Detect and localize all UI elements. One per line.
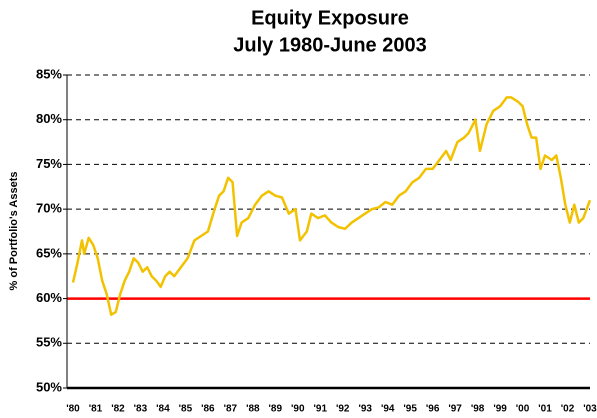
x-tick-label: '85 (179, 404, 193, 415)
x-tick-label: '84 (156, 404, 170, 415)
y-axis-label: % of Portfolio's Assets (8, 172, 20, 291)
y-tick-label: 65% (36, 245, 62, 260)
x-tick-label: '99 (493, 404, 507, 415)
x-tick-label: '02 (561, 404, 575, 415)
y-tick-label: 85% (36, 66, 62, 81)
data-line (71, 96, 592, 316)
x-tick-label: '90 (291, 404, 305, 415)
x-tick-label: '87 (224, 404, 238, 415)
x-tick-label: '91 (314, 404, 328, 415)
x-tick-label: '03 (583, 404, 597, 415)
y-tick-label: 70% (36, 201, 62, 216)
x-tick-label: '88 (246, 404, 260, 415)
x-tick-label: '92 (336, 404, 350, 415)
x-tick-label: '00 (516, 404, 530, 415)
x-tick-label: '89 (269, 404, 283, 415)
y-tick-label: 75% (36, 156, 62, 171)
x-tick-label: '82 (111, 404, 125, 415)
y-tick-label: 55% (36, 335, 62, 350)
x-tick-label: '80 (66, 404, 80, 415)
x-tick-label: '83 (134, 404, 148, 415)
x-tick-label: '95 (403, 404, 417, 415)
x-tick-label: '94 (381, 404, 395, 415)
x-tick-label: '97 (448, 404, 462, 415)
y-tick-label: 60% (36, 290, 62, 305)
x-tick-label: '81 (89, 404, 103, 415)
x-tick-label: '86 (201, 404, 215, 415)
chart-subtitle: July 1980-June 2003 (233, 34, 426, 56)
chart-title: Equity Exposure (251, 7, 409, 29)
x-tick-label: '96 (426, 404, 440, 415)
x-tick-label: '01 (538, 404, 552, 415)
x-tick-label: '93 (358, 404, 372, 415)
x-tick-label: '98 (471, 404, 485, 415)
y-tick-label: 80% (36, 111, 62, 126)
y-tick-label: 50% (36, 379, 62, 394)
